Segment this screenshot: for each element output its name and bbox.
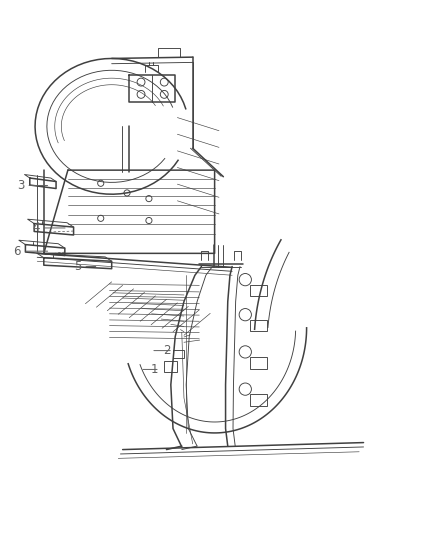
Bar: [250, 394, 267, 406]
Bar: [173, 350, 184, 359]
Text: 6: 6: [14, 245, 21, 257]
Bar: [250, 357, 267, 368]
Bar: [164, 361, 177, 372]
Bar: [250, 285, 267, 296]
Text: 4: 4: [32, 221, 39, 235]
Bar: [250, 320, 267, 332]
Text: 3: 3: [17, 179, 24, 192]
Text: 5: 5: [74, 260, 81, 273]
Text: 2: 2: [163, 344, 171, 357]
Text: 1: 1: [150, 363, 158, 376]
